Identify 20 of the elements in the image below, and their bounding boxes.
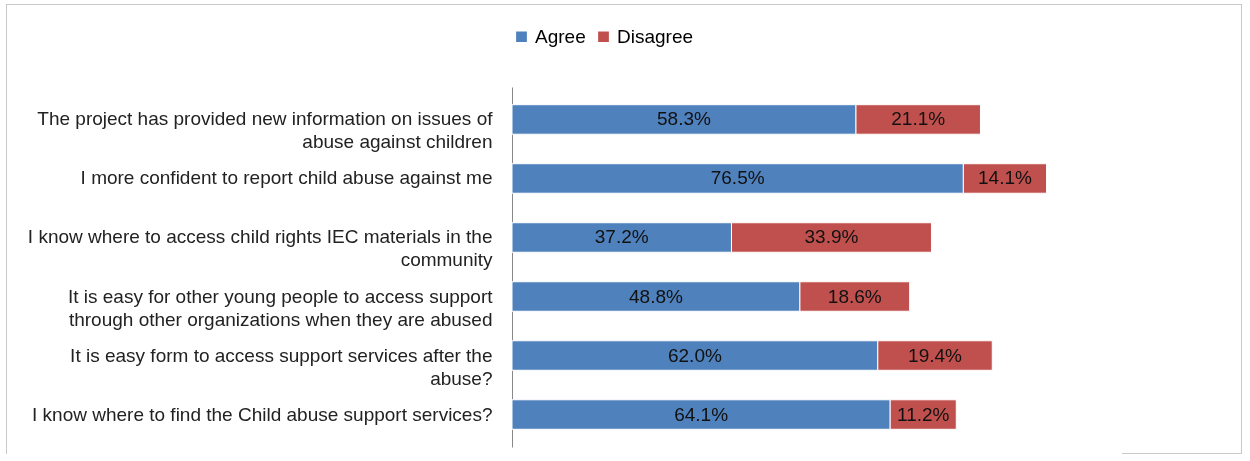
y-tick-label: I know where to find the Child abuse support services?: [32, 403, 493, 425]
data-label: 11.2%: [897, 403, 950, 425]
data-label: 21.1%: [891, 108, 946, 130]
y-tick-label: It is easy for other young people to access support through other organizations when they are abused: [67, 285, 494, 330]
y-tick-label: It is easy form to access support services after the abuse?: [70, 344, 493, 389]
data-label: 14.1%: [978, 167, 1032, 189]
data-label: 62.0%: [667, 344, 722, 366]
legend-label: Disagree: [617, 25, 694, 47]
data-label: 18.6%: [827, 285, 882, 307]
data-label: 37.2%: [594, 226, 649, 248]
y-tick-label: The project has provided new information on issues of abuse against children: [37, 108, 494, 153]
data-label: 64.1%: [674, 403, 729, 425]
legend-label: Agree: [535, 25, 586, 47]
data-label: 76.5%: [710, 167, 765, 189]
data-label: 19.4%: [908, 344, 963, 366]
data-label: 48.8%: [629, 285, 683, 307]
data-label: 58.3%: [657, 108, 712, 130]
data-label: 33.9%: [804, 226, 859, 248]
y-tick-label: I more confident to report child abuse against me: [80, 167, 493, 189]
y-tick-label: I know where to access child rights IEC materials in the community: [27, 226, 493, 271]
